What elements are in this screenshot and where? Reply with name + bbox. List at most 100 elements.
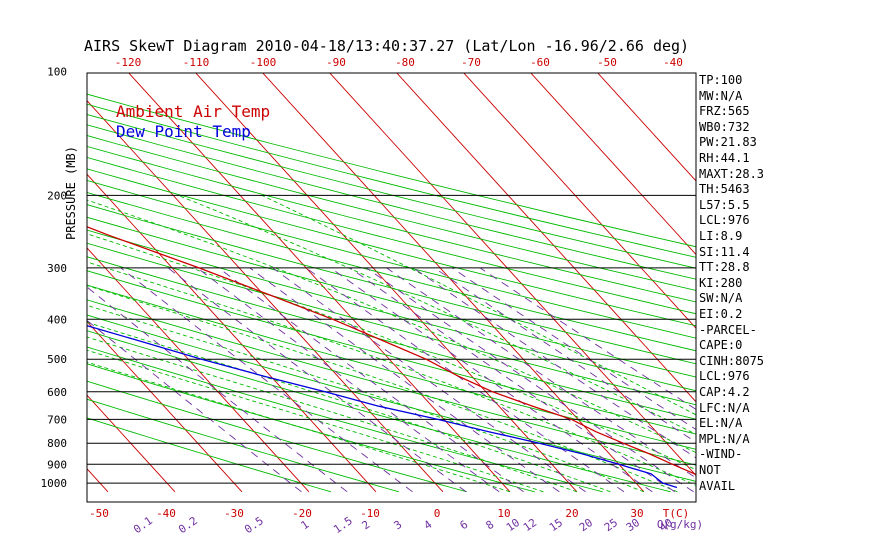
stat-item: CINH:8075 (699, 353, 765, 368)
plot-frame (86, 72, 697, 503)
pressure-tick: 500 (47, 353, 67, 366)
stat-item: -WIND- (699, 447, 743, 462)
stat-item: LI:8.9 (699, 229, 743, 243)
stat-item: WB0:732 (699, 119, 750, 134)
dry-adiabat-line (87, 124, 696, 280)
isotherm-line (87, 394, 176, 493)
bottom-temp-tick: T(C) (663, 507, 690, 520)
dry-adiabat-line (87, 168, 696, 327)
dry-adiabat-line (87, 380, 467, 493)
isotherm-line (597, 73, 696, 182)
pressure-tick: 700 (47, 413, 67, 426)
dry-adiabat-line (87, 398, 399, 493)
dry-adiabat-line (87, 314, 696, 482)
stat-item: SI:11.4 (699, 244, 750, 259)
mixing-ratio-label: 20 (577, 516, 595, 534)
mixing-ratio-label: 10 (504, 516, 522, 534)
mixing-ratio-label: 0.1 (131, 514, 155, 536)
top-temp-tick: -60 (530, 56, 550, 69)
stat-item: AVAIL (699, 478, 736, 493)
stat-item: SW:N/A (699, 291, 743, 306)
stat-item: KI:280 (699, 275, 743, 290)
moist-adiabat-line (87, 321, 611, 493)
mixing-ratio-label: 40 (657, 516, 675, 534)
mixing-ratio-label: Q(g/kg) (657, 518, 703, 531)
mixing-ratio-line (87, 319, 302, 493)
mixing-ratio-line (349, 267, 676, 493)
bottom-temp-tick: -30 (224, 507, 244, 520)
mixing-ratio-label: 25 (602, 516, 620, 534)
dry-adiabat-line (87, 103, 696, 258)
pressure-tick: 100 (47, 66, 67, 79)
dry-adiabat-line (87, 216, 696, 378)
mixing-ratio-label: 1 (299, 518, 312, 532)
dry-adiabat-line (87, 284, 696, 450)
dry-adiabat-line (87, 204, 696, 365)
pressure-tick: 400 (47, 313, 67, 326)
dry-adiabat-line (87, 270, 696, 435)
dry-adiabat-line (87, 330, 671, 493)
top-temp-tick: -100 (250, 56, 277, 69)
dry-adiabat-line (87, 346, 603, 493)
bottom-temp-tick: -10 (360, 507, 380, 520)
moist-adiabat-line (87, 349, 544, 493)
pressure-tick: 300 (47, 262, 67, 275)
stat-item: CAPE:0 (699, 338, 743, 353)
pressure-tick: 600 (47, 386, 67, 399)
stat-item: CAP:4.2 (699, 385, 750, 399)
isotherm-line (87, 100, 444, 493)
mixing-ratio-line (479, 267, 696, 410)
isotherm-line (87, 468, 109, 493)
isotherm-line (87, 320, 243, 493)
stat-item: LCL:976 (699, 213, 750, 228)
mixing-ratio-label: 15 (547, 516, 565, 534)
mixing-ratio-label: 6 (458, 518, 471, 532)
dry-adiabat-line (87, 145, 696, 303)
bottom-temp-tick: 10 (497, 507, 510, 520)
mixing-ratio-label: 30 (624, 516, 642, 534)
isotherm-line (195, 73, 578, 493)
top-temp-tick: -70 (461, 56, 481, 69)
mixing-ratio-line (434, 267, 696, 443)
bottom-temp-tick: -20 (292, 507, 312, 520)
mixing-ratio-line (451, 267, 696, 431)
mixing-ratio-line (386, 267, 696, 479)
isotherm-line (262, 73, 645, 493)
dry-adiabat-line (87, 256, 696, 420)
moist-adiabat-line (87, 304, 645, 493)
bottom-temp-tick: 20 (565, 507, 578, 520)
dry-adiabat-line (87, 191, 696, 352)
mixing-ratio-line (413, 267, 696, 459)
stat-item: MPL:N/A (699, 431, 750, 446)
isotherm-line (396, 73, 696, 403)
mixing-ratio-line (249, 267, 560, 493)
isotherm-line (0, 72, 41, 492)
y-axis-label: PRESSURE (MB) (64, 146, 78, 240)
mixing-ratio-line (87, 286, 348, 493)
moist-adiabat-line (87, 199, 696, 454)
pressure-tick: 200 (47, 189, 67, 202)
pressure-tick: 800 (47, 437, 67, 450)
bottom-temp-tick: -50 (89, 507, 109, 520)
top-temp-tick: -40 (663, 56, 683, 69)
isotherm-line (87, 247, 310, 493)
top-temp-tick: -80 (395, 56, 415, 69)
dry-adiabat-line (87, 299, 696, 466)
moist-adiabat-line (87, 261, 696, 486)
pressure-tick: 1000 (41, 477, 68, 490)
stat-item: NOT (699, 463, 721, 477)
stat-item: TT:28.8 (699, 260, 750, 275)
isotherm-line (463, 73, 696, 329)
stat-item: RH:44.1 (699, 151, 750, 165)
top-temp-tick: -120 (115, 56, 142, 69)
mixing-ratio-label: 1.5 (331, 514, 355, 536)
stat-item: -PARCEL- (699, 322, 757, 337)
moist-adiabat-line (87, 361, 511, 493)
dry-adiabat-line (87, 242, 696, 406)
stat-item: LFC:N/A (699, 400, 750, 415)
legend-dew-point-temp: Dew Point Temp (116, 122, 251, 141)
top-temp-tick: -50 (597, 56, 617, 69)
mixing-ratio-line (305, 267, 625, 493)
stat-item: L57:5.5 (699, 197, 750, 212)
